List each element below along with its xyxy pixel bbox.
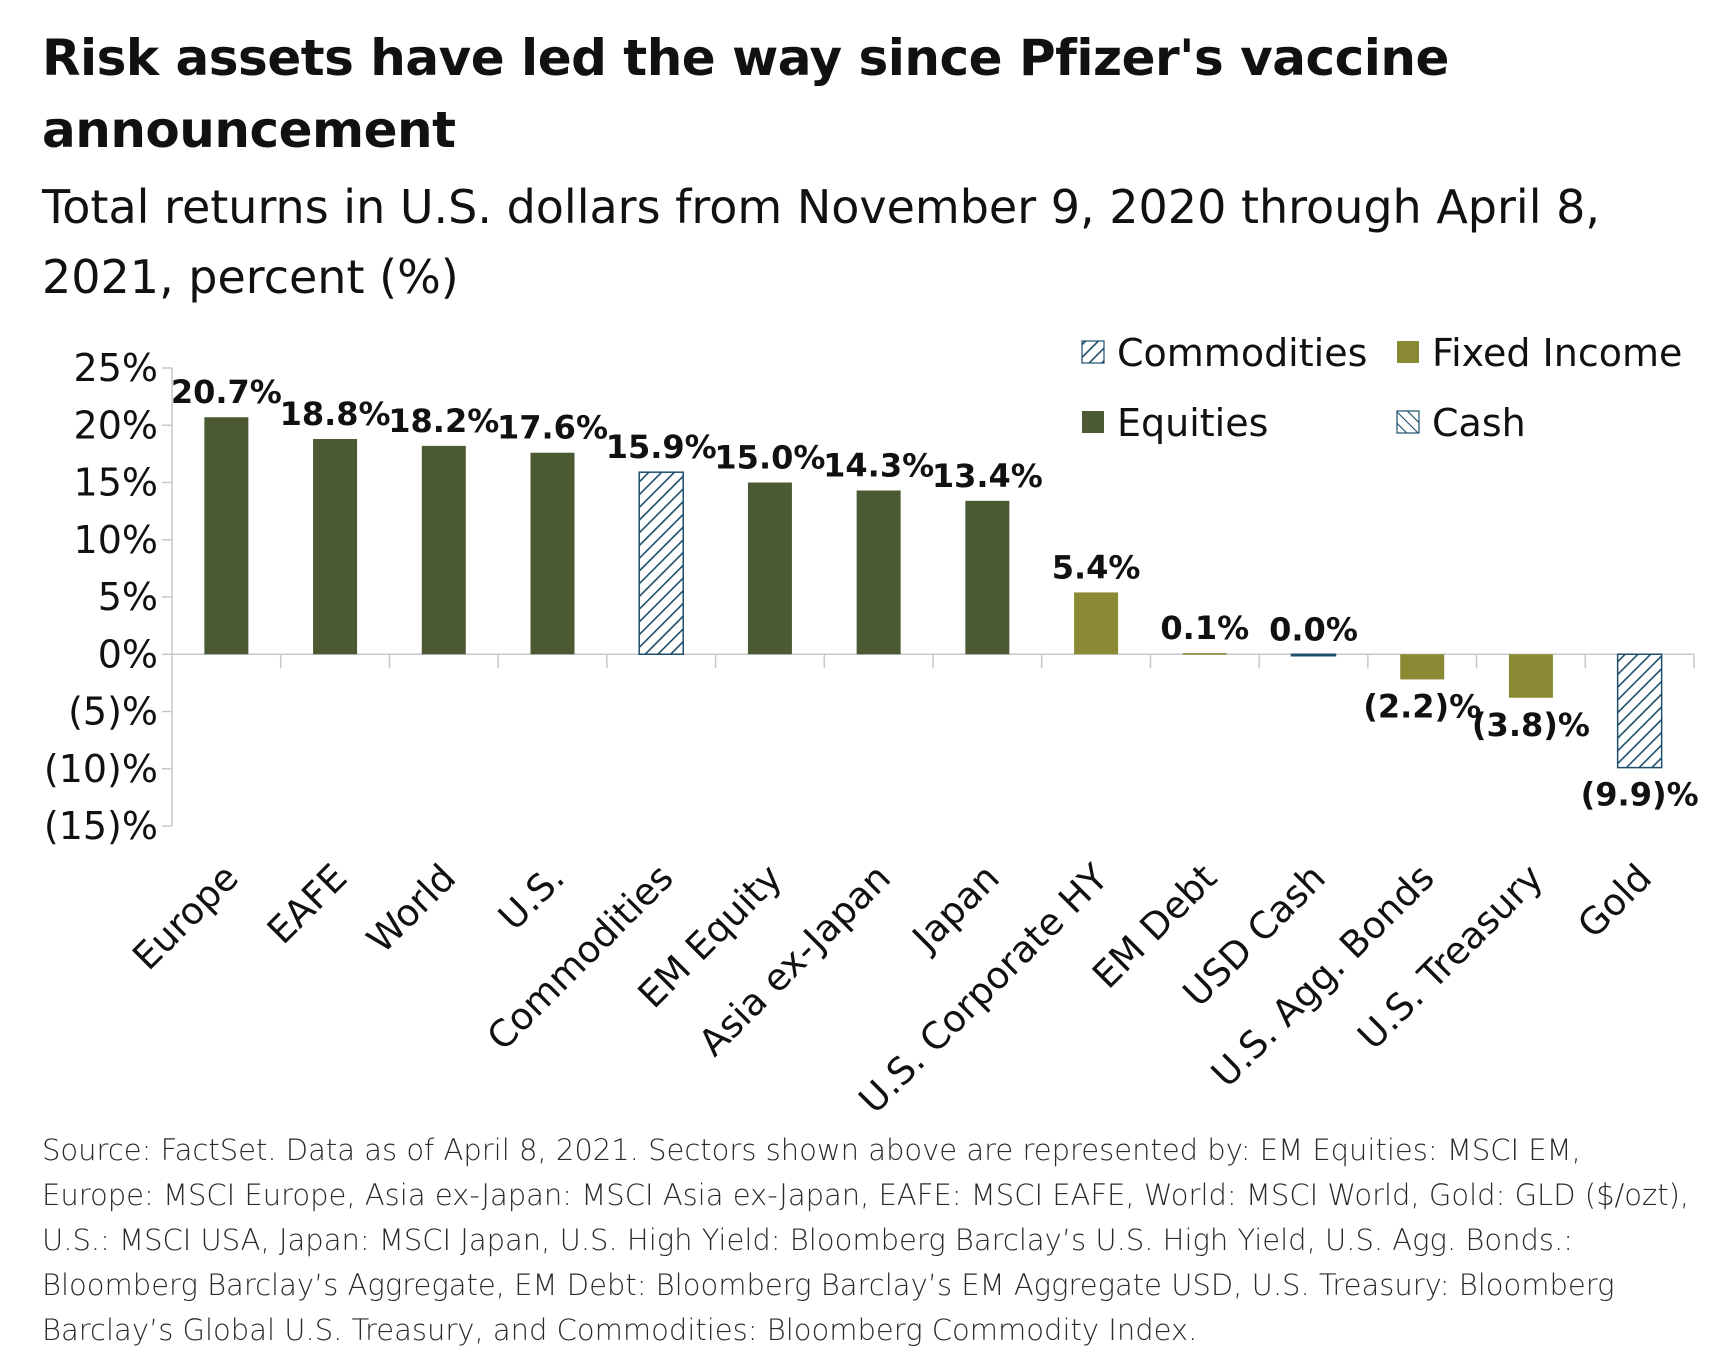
legend-label: Equities — [1117, 401, 1268, 445]
y-tick-label: 5% — [98, 575, 158, 619]
legend-label: Cash — [1432, 401, 1526, 445]
data-label: 15.0% — [714, 439, 825, 477]
data-label: 14.3% — [823, 447, 934, 485]
bar-world — [421, 445, 466, 655]
source-footnote: Source: FactSet. Data as of April 8, 202… — [42, 1133, 1690, 1347]
x-category-label: Japan — [903, 856, 1008, 961]
data-label: 0.1% — [1160, 609, 1249, 647]
data-label: 18.8% — [280, 395, 391, 433]
bar-em-debt — [1182, 653, 1227, 655]
bar-commodities — [638, 471, 684, 655]
bar-u-s-corporate-hy — [1074, 592, 1119, 655]
bar-chart: 25% 20% 15% 10% 5% 0% (5)% (10)% (15)% 20.7% Europ… — [44, 331, 1699, 1122]
y-tick-label: 15% — [74, 461, 158, 505]
legend-swatch — [1397, 341, 1419, 363]
legend-swatch — [1396, 410, 1420, 434]
y-tick-label: (10)% — [44, 747, 158, 791]
data-label: 17.6% — [497, 409, 608, 447]
bar-u-s — [530, 452, 575, 655]
y-tick-label: (15)% — [44, 804, 158, 848]
y-tick-label: (5)% — [68, 690, 158, 734]
x-category-label: Gold — [1569, 856, 1660, 947]
x-category-label: World — [359, 856, 464, 961]
bar-japan — [965, 500, 1010, 655]
data-label: 13.4% — [932, 457, 1043, 495]
legend-swatch — [1082, 411, 1104, 433]
x-category-label: Asia ex-Japan — [690, 856, 899, 1065]
x-category-label: U.S. — [490, 856, 573, 939]
x-category-label: EAFE — [259, 856, 355, 952]
bar-gold — [1616, 653, 1663, 769]
bar-eafe — [313, 438, 358, 655]
legend-swatch — [1081, 340, 1105, 364]
x-category-label: Commodities — [479, 856, 682, 1059]
y-tick-label: 10% — [74, 518, 158, 562]
data-label: 0.0% — [1269, 610, 1358, 648]
y-tick-label: 25% — [74, 346, 158, 390]
data-label: (2.2)% — [1363, 687, 1481, 725]
bar-u-s-treasury — [1508, 654, 1553, 698]
chart-subtitle: Total returns in U.S. dollars from Novem… — [42, 180, 1600, 304]
x-category-label: U.S. Treasury — [1349, 856, 1551, 1058]
bar-asia-ex-japan — [856, 490, 901, 655]
data-label: 18.2% — [388, 402, 499, 440]
chart-title: Risk assets have led the way since Pfize… — [42, 29, 1449, 159]
y-tick-label: 0% — [98, 632, 158, 676]
y-tick-label: 20% — [74, 403, 158, 447]
data-label: 5.4% — [1052, 548, 1141, 586]
data-label: (9.9)% — [1581, 776, 1699, 814]
x-category-label: Europe — [124, 856, 246, 978]
legend-label: Commodities — [1117, 331, 1367, 375]
legend-label: Fixed Income — [1432, 331, 1682, 375]
data-label: (3.8)% — [1472, 706, 1590, 744]
bar-u-s-agg-bonds — [1400, 654, 1445, 680]
data-label: 20.7% — [171, 373, 282, 411]
bar-em-equity — [747, 482, 792, 655]
data-label: 15.9% — [606, 428, 717, 466]
bar-europe — [204, 417, 249, 655]
bar-usd-cash — [1290, 653, 1337, 657]
